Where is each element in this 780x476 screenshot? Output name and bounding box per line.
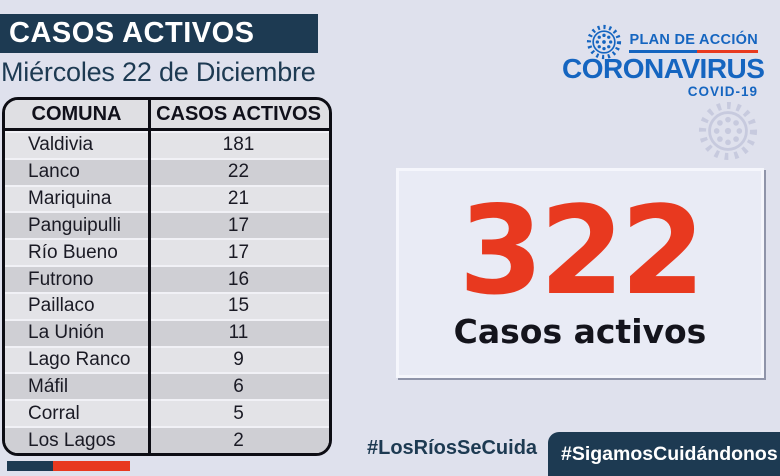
- casos-cell: 11: [228, 322, 249, 344]
- active-cases-table: COMUNA CASOS ACTIVOS Valdivia 181 Lanco 22…: [2, 97, 332, 456]
- table-header-row: COMUNA CASOS ACTIVOS: [5, 100, 329, 131]
- casos-cell: 2: [233, 429, 244, 451]
- comuna-cell: Panguipulli: [28, 214, 121, 236]
- report-date: Miércoles 22 de Diciembre: [1, 57, 316, 87]
- casos-cell: 9: [233, 349, 244, 371]
- table-row: Río Bueno 17: [5, 240, 329, 266]
- column-header-casos-activos: CASOS ACTIVOS: [156, 102, 321, 125]
- table-row: Máfil 6: [5, 374, 329, 400]
- virus-icon: [587, 24, 622, 60]
- comuna-cell: Lago Ranco: [28, 349, 131, 371]
- table-body: Valdivia 181 Lanco 22 Mariquina 21 Panguipu…: [5, 131, 329, 453]
- casos-cell: 17: [227, 241, 250, 263]
- flag-bar: [7, 461, 130, 471]
- coronavirus-plan-logo: PLAN DE ACCIÓN CORONAVIRUS COVID-19: [562, 22, 765, 99]
- flag-underline: [629, 49, 758, 53]
- casos-cell: 6: [233, 375, 244, 397]
- table-row: Valdivia 181: [5, 133, 329, 158]
- coronavirus-brand-label: CORONAVIRUS: [562, 53, 765, 84]
- total-cases-value: 322: [458, 180, 706, 323]
- comuna-cell: Corral: [28, 402, 80, 424]
- comuna-cell: Máfil: [28, 375, 69, 397]
- comuna-cell: Mariquina: [28, 188, 112, 210]
- hashtag-sigamos: #SigamosCuidándonos: [561, 442, 778, 465]
- plan-de-accion-label: PLAN DE ACCIÓN: [629, 31, 758, 48]
- table-row: Mariquina 21: [5, 186, 329, 212]
- table-row: Corral 5: [5, 401, 329, 427]
- casos-cell: 15: [227, 295, 250, 317]
- comuna-cell: Lanco: [28, 161, 80, 183]
- table-row: Los Lagos 2: [5, 428, 329, 453]
- table-row: Paillaco 15: [5, 293, 329, 319]
- total-cases-label: Casos activos: [453, 311, 707, 351]
- hashtag-losrios: #LosRíosSeCuida: [367, 437, 538, 459]
- covid19-label: COVID-19: [687, 84, 758, 99]
- comuna-cell: Paillaco: [28, 295, 95, 317]
- total-cases-card: 322 Casos activos: [396, 168, 764, 378]
- table-column-divider: [148, 100, 151, 453]
- casos-cell: 181: [222, 134, 255, 156]
- table-row: Futrono 16: [5, 267, 329, 292]
- casos-cell: 22: [227, 161, 250, 183]
- table-row: Lanco 22: [5, 159, 329, 185]
- comuna-cell: Los Lagos: [28, 429, 116, 451]
- table-row: Panguipulli 17: [5, 213, 329, 239]
- page-title: CASOS ACTIVOS: [9, 17, 255, 49]
- virus-watermark-icon: [698, 101, 758, 161]
- hashtag-sigamos-box: #SigamosCuidándonos: [548, 432, 780, 476]
- casos-cell: 21: [227, 188, 250, 210]
- casos-cell: 5: [233, 402, 244, 424]
- comuna-cell: Futrono: [28, 268, 94, 290]
- casos-cell: 17: [227, 214, 250, 236]
- table-row: La Unión 11: [5, 320, 329, 346]
- casos-cell: 16: [227, 268, 250, 290]
- comuna-cell: Valdivia: [28, 134, 94, 156]
- table-row: Lago Ranco 9: [5, 347, 329, 373]
- comuna-cell: La Unión: [28, 322, 105, 344]
- page-title-bar: CASOS ACTIVOS: [0, 14, 318, 53]
- column-header-comuna: COMUNA: [31, 102, 122, 125]
- comuna-cell: Río Bueno: [28, 241, 118, 263]
